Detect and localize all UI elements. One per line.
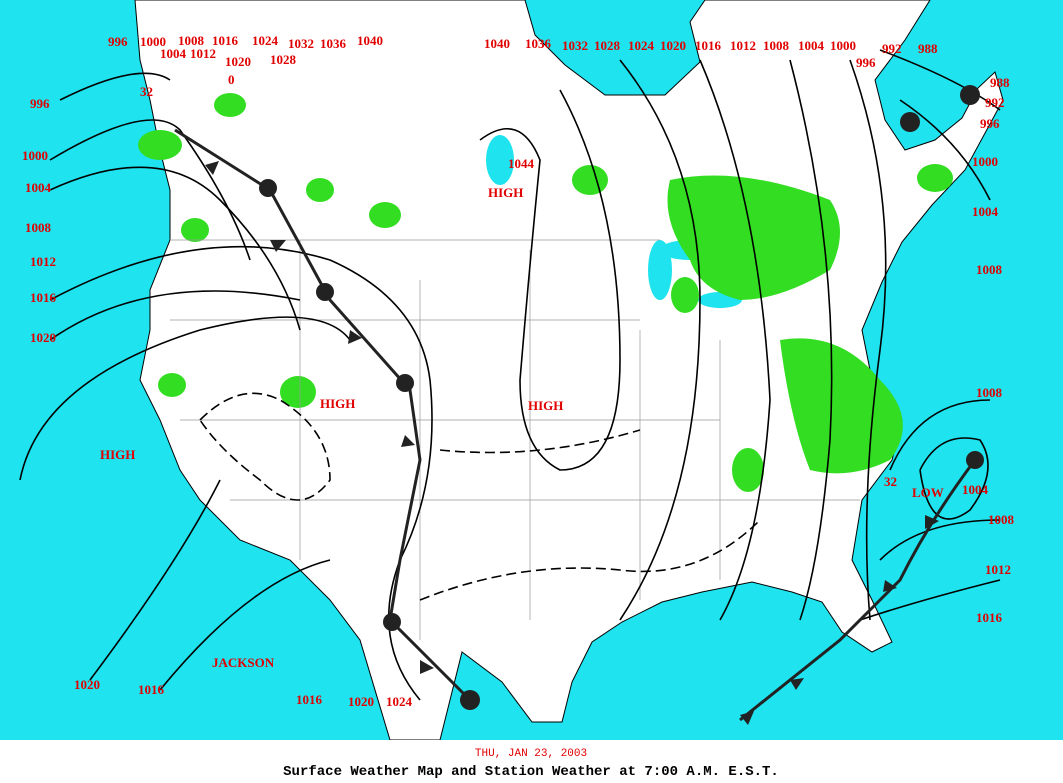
isobar-label: 1008: [988, 512, 1015, 527]
isobar-label: 1020: [30, 330, 56, 345]
isobar-label: 1028: [270, 52, 297, 67]
isobar-label: 996: [980, 116, 1000, 131]
isobar-label: 0: [228, 72, 235, 87]
isobar-label: 1040: [484, 36, 510, 51]
isobar-label: 1024: [628, 38, 655, 53]
isobar-label: 1032: [288, 36, 314, 51]
isobar-label: 1000: [22, 148, 48, 163]
isobar-label: 1028: [594, 38, 621, 53]
isobar-label: 1032: [562, 38, 588, 53]
isobar-label: 1016: [30, 290, 57, 305]
isobar-label: 1012: [190, 46, 216, 61]
pressure-center-label: LOW: [912, 485, 944, 500]
isobar-label: 1016: [976, 610, 1003, 625]
caption-area: [0, 740, 1063, 783]
pressure-center-label: HIGH: [100, 447, 135, 462]
isobar-label: 32: [884, 474, 897, 489]
isobar-label: 988: [990, 75, 1010, 90]
isobar-label: 1016: [138, 682, 165, 697]
isobar-label: 1012: [985, 562, 1011, 577]
precipitation: [138, 93, 953, 492]
isobar-label: 1020: [348, 694, 374, 709]
pressure-center-label: HIGH: [528, 398, 563, 413]
isobar-label: 1020: [74, 677, 100, 692]
isobar-label: 1000: [972, 154, 998, 169]
isobar-label: 1024: [252, 33, 279, 48]
isobar-label: 1004: [798, 38, 825, 53]
isobar-label: 1016: [296, 692, 323, 707]
isobar-label: 1040: [357, 33, 383, 48]
isobar-label: 1004: [160, 46, 187, 61]
isobar-label: 996: [30, 96, 50, 111]
isobar-label: 1016: [695, 38, 722, 53]
isobar-label: 1020: [660, 38, 686, 53]
isobar-label: 1008: [976, 385, 1003, 400]
isobar-label: 1008: [763, 38, 790, 53]
isobar-label: 1000: [830, 38, 856, 53]
pressure-center-label: JACKSON: [212, 655, 275, 670]
isobar-label: 1020: [225, 54, 251, 69]
isobar-label: 1036: [320, 36, 347, 51]
isobar-label: 1004: [25, 180, 52, 195]
isobars: [19, 49, 1001, 701]
isobar-label: 1008: [25, 220, 52, 235]
isobar-label: 1000: [140, 34, 166, 49]
land: [134, 0, 1004, 741]
isobar-label: 1004: [962, 482, 989, 497]
isobar-label: 1044: [508, 156, 535, 171]
title: Surface Weather Map and Station Weather …: [283, 764, 779, 780]
isobar-label: 1024: [386, 694, 413, 709]
isobar-label: 1004: [972, 204, 999, 219]
pressure-center-label: HIGH: [488, 185, 523, 200]
isobar-label: 1012: [30, 254, 56, 269]
isobar-label: 988: [918, 41, 938, 56]
isobar-label: 1016: [212, 33, 239, 48]
isobar-label: 996: [108, 34, 128, 49]
isobar-label: 992: [985, 95, 1005, 110]
isobar-label: 996: [856, 55, 876, 70]
pressure-center-label: HIGH: [320, 396, 355, 411]
isobar-label: 1008: [976, 262, 1003, 277]
date: THU, JAN 23, 2003: [475, 748, 587, 760]
isobar-label: 1012: [730, 38, 756, 53]
isobar-label: 1036: [525, 36, 552, 51]
isobar-label: 1008: [178, 33, 205, 48]
isobar-label: 32: [140, 84, 153, 99]
fronts: [174, 85, 984, 725]
isobar-label: 992: [882, 41, 902, 56]
